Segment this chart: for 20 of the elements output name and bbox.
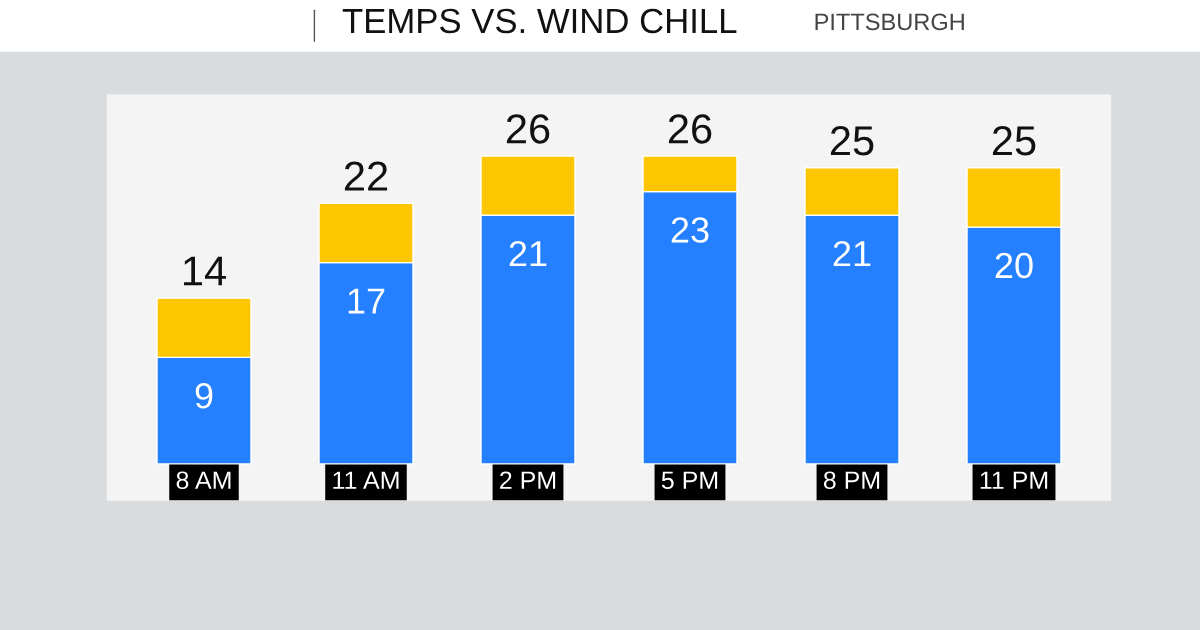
data-label: 21 (833, 240, 871, 267)
x-tick-label: 8 PM (823, 471, 880, 490)
x-tick-label: 5 PM (661, 471, 718, 490)
total-label: 26 (506, 114, 550, 144)
total-label: 25 (992, 126, 1036, 156)
total-label: 25 (830, 126, 874, 156)
x-tick-label: 11 AM (333, 471, 399, 489)
total-label: 26 (668, 114, 712, 144)
total-label: 22 (344, 161, 388, 191)
x-tick-label: 11 PM (980, 471, 1048, 489)
x-tick-label: 8 AM (176, 471, 231, 490)
data-label: 21 (509, 240, 547, 267)
chart-subtitle: PITTSBURGH (815, 13, 964, 31)
data-label: 20 (995, 252, 1033, 279)
total-label: 14 (184, 256, 226, 286)
data-label: 23 (671, 217, 709, 243)
chart-title: TEMPS VS. WIND CHILL (342, 8, 737, 34)
data-label: 17 (348, 288, 385, 314)
data-label: 9 (195, 382, 213, 409)
x-tick-label: 2 PM (500, 471, 556, 489)
